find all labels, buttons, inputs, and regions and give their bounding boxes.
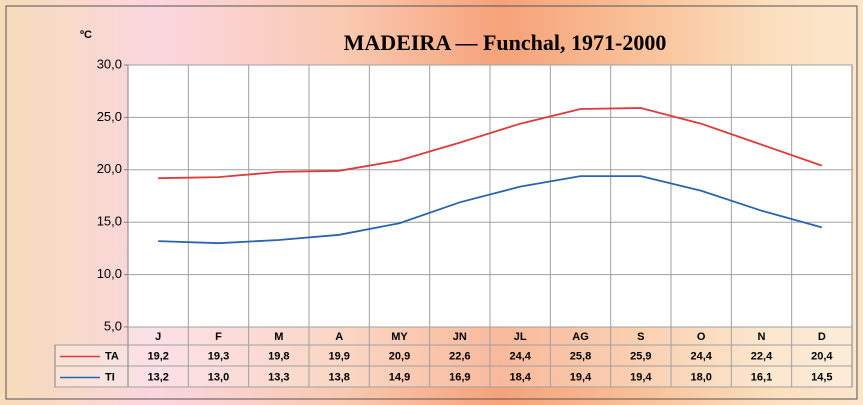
table-value: 13,2	[147, 371, 168, 383]
y-tick-label: 30,0	[97, 56, 122, 71]
table-value: 25,9	[630, 350, 651, 362]
table-value: 19,3	[208, 350, 229, 362]
x-tick-label: JL	[514, 331, 527, 343]
y-tick-label: 5,0	[104, 318, 122, 333]
x-tick-label: F	[215, 331, 222, 343]
table-value: 24,4	[509, 350, 531, 362]
x-tick-label: MY	[391, 331, 408, 343]
table-value: 22,4	[751, 350, 773, 362]
table-value: 16,9	[449, 371, 470, 383]
x-tick-label: O	[697, 331, 706, 343]
table-value: 22,6	[449, 350, 470, 362]
table-value: 19,8	[268, 350, 289, 362]
table-value: 19,4	[570, 371, 592, 383]
table-value: 19,4	[630, 371, 652, 383]
x-tick-label: AG	[572, 331, 589, 343]
table-value: 20,4	[811, 350, 833, 362]
y-tick-label: 25,0	[97, 109, 122, 124]
table-value: 25,8	[570, 350, 591, 362]
table-value: 16,1	[751, 371, 772, 383]
y-tick-label: 10,0	[97, 266, 122, 281]
table-value: 19,2	[147, 350, 168, 362]
x-tick-label: J	[155, 331, 161, 343]
x-tick-label: A	[335, 331, 343, 343]
table-value: 20,9	[389, 350, 410, 362]
table-value: 13,0	[208, 371, 229, 383]
table-value: 18,0	[690, 371, 711, 383]
x-tick-label: N	[758, 331, 766, 343]
chart-title: MADEIRA — Funchal, 1971-2000	[344, 30, 667, 55]
frame	[5, 5, 858, 400]
series-line	[158, 107, 823, 180]
table-value: 19,9	[328, 350, 349, 362]
x-tick-label: D	[818, 331, 826, 343]
legend-label: TI	[105, 371, 115, 383]
y-tick-label: 15,0	[97, 214, 122, 229]
table-value: 13,8	[328, 371, 349, 383]
table-value: 18,4	[509, 371, 531, 383]
x-tick-label: JN	[453, 331, 467, 343]
y-axis-label: ºC	[80, 29, 92, 41]
y-tick-label: 20,0	[97, 161, 122, 176]
x-tick-label: S	[637, 331, 644, 343]
table-value: 13,3	[268, 371, 289, 383]
series-line	[158, 175, 823, 245]
table-value: 14,9	[389, 371, 410, 383]
table-value: 24,4	[690, 350, 712, 362]
x-tick-label: M	[274, 331, 283, 343]
table-value: 14,5	[811, 371, 832, 383]
legend-label: TA	[105, 350, 119, 362]
